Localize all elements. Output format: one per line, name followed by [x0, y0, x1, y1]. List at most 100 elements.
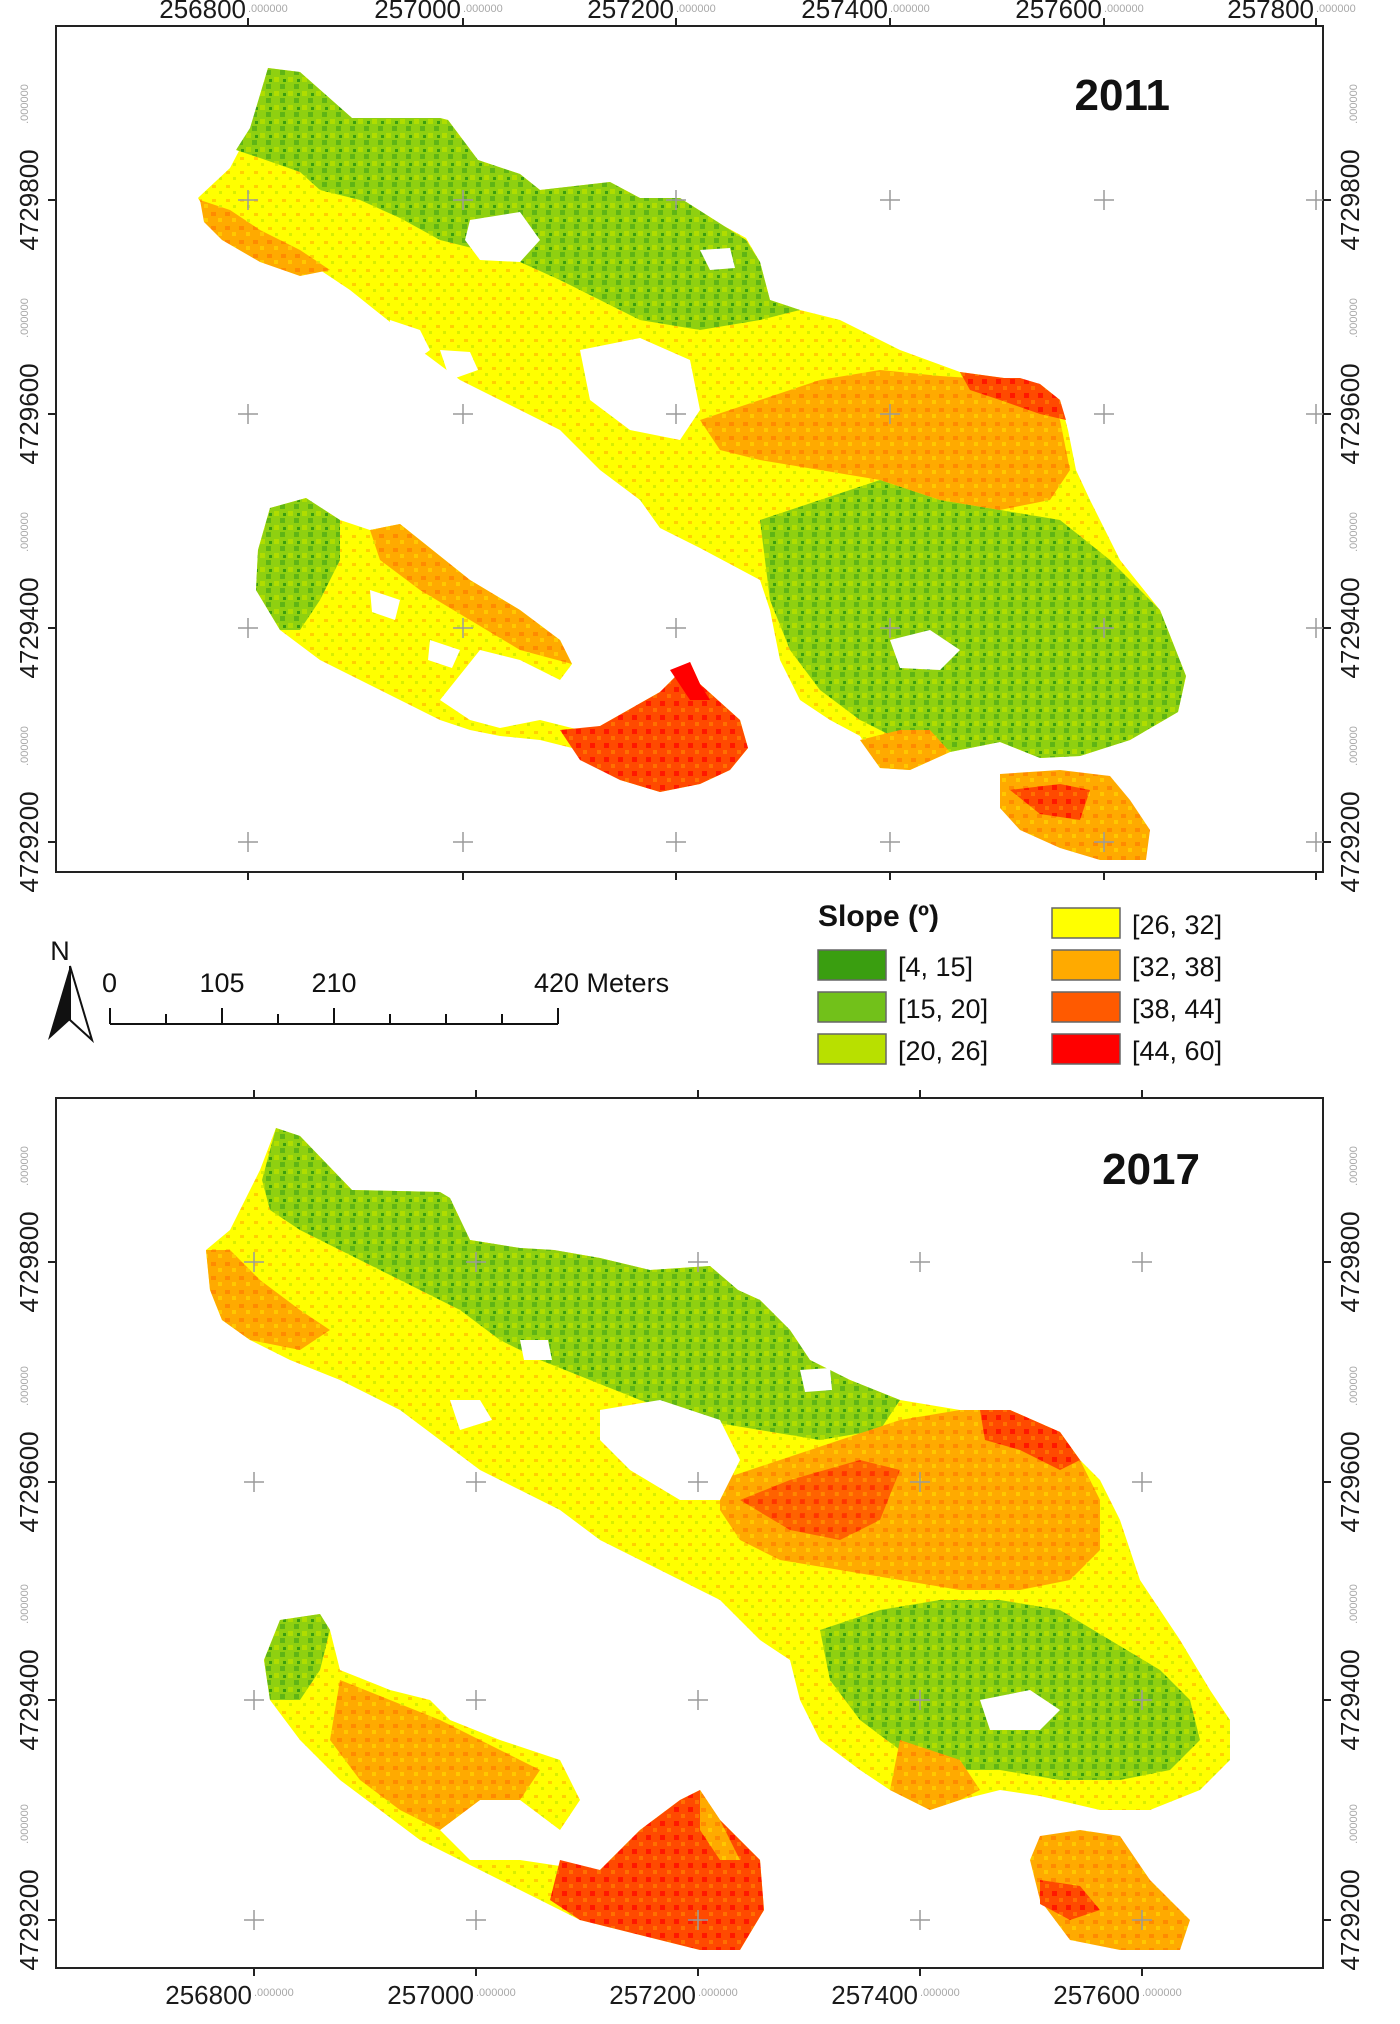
x-tick-suffix: .000000: [920, 1987, 960, 1999]
y-tick-suffix: .000000: [19, 1366, 31, 1406]
scale-label: 210: [311, 968, 356, 998]
x-tick: 256800.000000: [159, 0, 288, 880]
scale-label: 0: [102, 968, 117, 998]
y-tick-suffix: .000000: [1348, 1584, 1360, 1624]
legend-label: [4, 15]: [898, 952, 973, 982]
y-tick: 4729600 .000000 4729600 .000000: [14, 1366, 1365, 1533]
y-tick-suffix: .000000: [19, 1146, 31, 1186]
y-tick: 4729400 .000000 4729400 .000000: [14, 512, 1365, 679]
legend-label: [44, 60]: [1132, 1036, 1222, 1066]
map-2011: 256800.000000 257000.000000 257200.000000 2…: [14, 0, 1365, 893]
x-tick: 256800.000000: [165, 1090, 294, 2010]
x-tick: 257200.000000: [609, 1090, 738, 2010]
x-tick-label: 256800: [159, 0, 246, 24]
y-tick-suffix: .000000: [1348, 1146, 1360, 1186]
y-tick-suffix: .000000: [1348, 84, 1360, 124]
x-tick-label: 257600: [1053, 1980, 1140, 2010]
x-tick: 257000.000000: [387, 1090, 516, 2010]
y-ticks: 4729800 .000000 4729800 .000000 4729600 .0000…: [14, 84, 1365, 893]
legend-swatch: [817, 1033, 887, 1065]
x-tick-suffix: .000000: [698, 1987, 738, 1999]
legend-item: [38, 44]: [1051, 991, 1222, 1024]
x-tick-label: 257400: [831, 1980, 918, 2010]
y-tick-suffix: .000000: [1348, 1366, 1360, 1406]
legend-swatch: [1051, 1033, 1121, 1065]
grid-crosses: [238, 190, 1326, 852]
x-tick: 257600.000000: [1053, 1090, 1182, 2010]
x-tick-label: 257200: [609, 1980, 696, 2010]
y-tick-label-left: 4729400: [14, 577, 44, 678]
legend-label: [38, 44]: [1132, 994, 1222, 1024]
scale-label: 105: [199, 968, 244, 998]
x-tick-suffix: .000000: [463, 3, 503, 15]
x-tick-label: 257000: [374, 0, 461, 24]
x-tick-label: 256800: [165, 1980, 252, 2010]
y-tick-label-left: 4729200: [14, 1869, 44, 1970]
legend-swatch: [817, 949, 887, 981]
y-tick-label-left: 4729400: [14, 1649, 44, 1750]
x-tick: 257400.000000: [831, 1090, 960, 2010]
x-tick-label: 257400: [801, 0, 888, 24]
x-tick: 257400.000000: [801, 0, 930, 880]
y-tick-suffix: .000000: [19, 298, 31, 338]
map-2017: 256800.000000 257000.000000 257200.000000 2…: [14, 1090, 1365, 2010]
y-tick-suffix: .000000: [19, 1804, 31, 1844]
legend-title: Slope (º): [818, 900, 939, 933]
y-tick-suffix: .000000: [1348, 298, 1360, 338]
legend-item: [44, 60]: [1051, 1033, 1222, 1066]
x-tick: 257800.000000: [1227, 0, 1356, 880]
legend-swatch: [1051, 991, 1121, 1023]
x-tick-suffix: .000000: [1104, 3, 1144, 15]
y-tick-label-left: 4729800: [14, 1211, 44, 1312]
legend-item: [26, 32]: [1051, 907, 1222, 940]
x-tick-suffix: .000000: [890, 3, 930, 15]
y-tick-suffix: .000000: [19, 726, 31, 766]
y-ticks: 4729800 .000000 4729800 .000000 4729600 .0000…: [14, 1146, 1365, 1971]
x-tick-suffix: .000000: [248, 3, 288, 15]
north-label: N: [50, 936, 70, 966]
map-year-label: 2017: [1102, 1145, 1200, 1194]
y-tick-label-right: 4729200: [1335, 1869, 1365, 1970]
y-tick-label-left: 4729200: [14, 791, 44, 892]
x-tick: 257200.000000: [587, 0, 716, 880]
y-tick: 4729200 .000000 4729200 .000000: [14, 1804, 1365, 1971]
y-tick-label-right: 4729600: [1335, 363, 1365, 464]
grid-crosses: [244, 1252, 1152, 1930]
legend-item: [32, 38]: [1051, 949, 1222, 982]
raster-bottom-right-lobe: [1000, 770, 1150, 860]
x-tick-label: 257200: [587, 0, 674, 24]
y-tick-label-right: 4729200: [1335, 791, 1365, 892]
y-tick-label-right: 4729400: [1335, 577, 1365, 678]
x-tick-label: 257600: [1015, 0, 1102, 24]
x-tick-suffix: .000000: [676, 3, 716, 15]
y-tick: 4729800 .000000 4729800 .000000: [14, 1146, 1365, 1313]
y-tick-label-right: 4729600: [1335, 1431, 1365, 1532]
legend: Slope (º) [4, 15] [15, 20] [20, 26] [26, 32…: [817, 900, 1222, 1066]
y-tick-suffix: .000000: [19, 1584, 31, 1624]
raster-main-body: [198, 68, 1186, 770]
legend-swatch: [1051, 949, 1121, 981]
y-tick-suffix: .000000: [1348, 726, 1360, 766]
x-tick-label: 257000: [387, 1980, 474, 2010]
raster-lower-lobe: [256, 498, 748, 792]
legend-item: [15, 20]: [817, 991, 988, 1024]
raster-main-body: [206, 1128, 1230, 1810]
scale-label: 420 Meters: [534, 968, 669, 998]
y-tick-label-left: 4729800: [14, 149, 44, 250]
y-tick-suffix: .000000: [19, 84, 31, 124]
y-tick-suffix: .000000: [1348, 512, 1360, 552]
legend-label: [32, 38]: [1132, 952, 1222, 982]
x-tick-suffix: .000000: [254, 1987, 294, 1999]
legend-swatch: [1051, 907, 1121, 939]
scale-bar: 0 105 210 420 Meters: [102, 968, 669, 1025]
x-tick-suffix: .000000: [476, 1987, 516, 1999]
y-tick-suffix: .000000: [19, 512, 31, 552]
x-tick: 257000.000000: [374, 0, 503, 880]
map-year-label: 2011: [1075, 71, 1170, 120]
x-tick-label: 257800: [1227, 0, 1314, 24]
y-tick-label-right: 4729800: [1335, 149, 1365, 250]
legend-label: [20, 26]: [898, 1036, 988, 1066]
y-tick-label-left: 4729600: [14, 1431, 44, 1532]
north-arrow: N: [48, 936, 94, 1044]
